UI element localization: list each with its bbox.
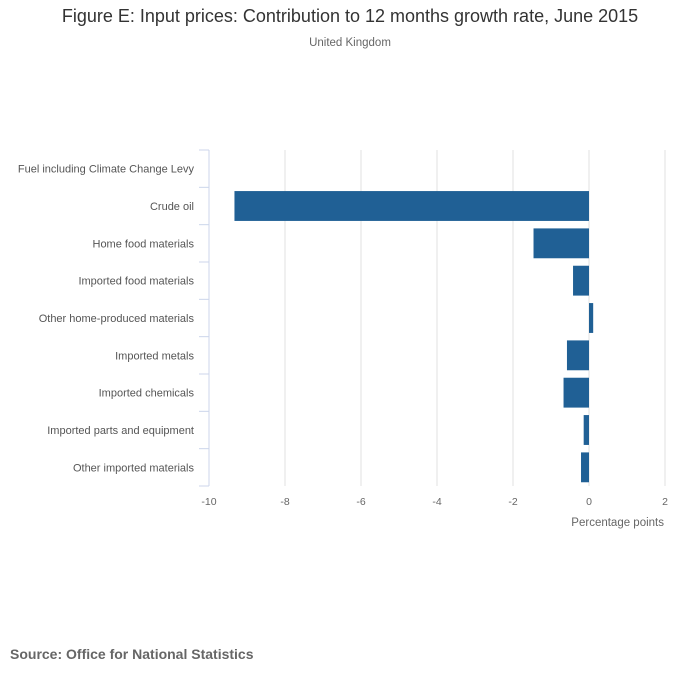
value-axis: -10 -8 -6 -4 -2 0 2: [201, 496, 668, 508]
x-axis-title: Percentage points: [571, 517, 664, 529]
x-tick-label: -10: [201, 496, 216, 508]
chart-subtitle: United Kingdom: [309, 37, 391, 49]
bar: [581, 452, 589, 483]
category-label: Imported food materials: [78, 276, 194, 288]
x-tick-label: -8: [280, 496, 289, 508]
bar: [573, 265, 589, 296]
bar: [234, 191, 589, 221]
bar: [533, 228, 589, 259]
x-tick-label: -2: [508, 496, 517, 508]
category-label: Other home-produced materials: [39, 313, 195, 325]
category-axis: Fuel including Climate Change Levy Crude …: [18, 149, 210, 487]
bars: [234, 191, 594, 483]
bar: [583, 415, 589, 445]
bar: [566, 340, 589, 371]
x-tick-label: -6: [356, 496, 365, 508]
category-label: Crude oil: [150, 201, 194, 213]
category-label: Fuel including Climate Change Levy: [18, 164, 195, 176]
category-label: Home food materials: [93, 238, 195, 250]
category-label: Other imported materials: [73, 462, 195, 474]
bar: [563, 377, 589, 408]
category-label: Imported parts and equipment: [47, 425, 194, 437]
category-label: Imported metals: [115, 350, 194, 362]
bar: [589, 303, 594, 333]
category-label: Imported chemicals: [99, 388, 195, 400]
source-note: Source: Office for National Statistics: [10, 646, 254, 662]
x-tick-label: 2: [662, 496, 668, 508]
chart-title: Figure E: Input prices: Contribution to …: [61, 6, 639, 26]
x-tick-label: 0: [586, 496, 592, 508]
x-tick-label: -4: [432, 496, 441, 508]
